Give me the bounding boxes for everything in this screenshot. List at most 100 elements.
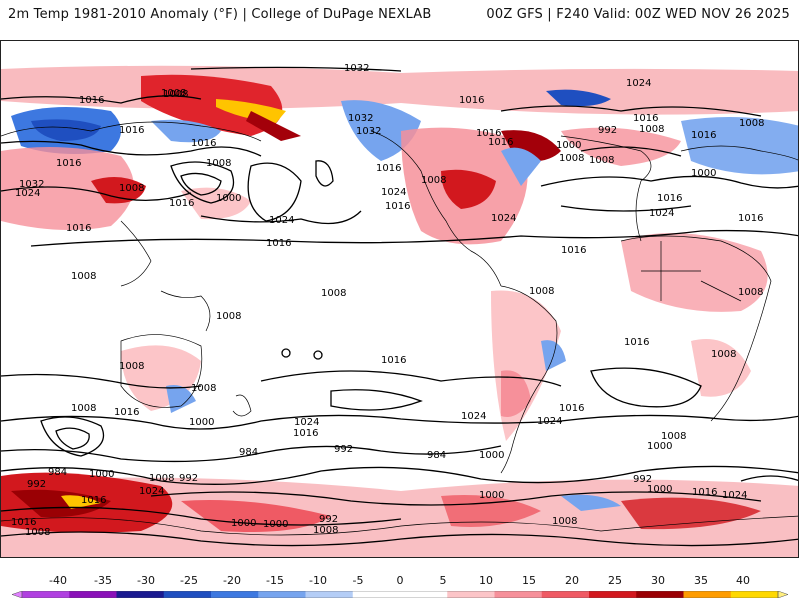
isobar-label: 1008: [206, 158, 231, 169]
isobar-label: 1032: [19, 179, 44, 190]
isobar-label: 1008: [71, 403, 96, 414]
colorbar-segment: [494, 591, 543, 598]
isobar-label: 1016: [657, 193, 682, 204]
isobar-label: 1024: [537, 416, 562, 427]
colorbar-tick: -30: [137, 574, 155, 587]
isobar-label: 1024: [626, 78, 651, 89]
isobar-label: 1000: [479, 490, 504, 501]
colorbar-segment: [683, 591, 732, 598]
isobar-label: 1000: [691, 168, 716, 179]
isobar-label: 1008: [421, 175, 446, 186]
isobar-label: 1008: [739, 118, 764, 129]
isobar-label: 984: [427, 450, 446, 461]
isobar-label: 1008: [149, 473, 174, 484]
colorbar-segment: [352, 591, 401, 598]
isobar-label: 1024: [491, 213, 516, 224]
isobar-label: 1008: [559, 153, 584, 164]
isobar-label: 1016: [381, 355, 406, 366]
colorbar-segment: [163, 591, 212, 598]
isobar-label: 1000: [479, 450, 504, 461]
isobar-label: 1016: [476, 128, 501, 139]
isobar-label: 1016: [191, 138, 216, 149]
isobar-label: 992: [598, 125, 617, 136]
isobar-label: 1000: [647, 441, 672, 452]
isobar-label: 1016: [559, 403, 584, 414]
isobar-label: 1024: [15, 188, 40, 199]
colorbar-tick: 20: [565, 574, 579, 587]
isobar-label: 1016: [293, 428, 318, 439]
isobar-label: 1000: [231, 518, 256, 529]
colorbar-tick: -15: [266, 574, 284, 587]
colorbar-tick: 5: [439, 574, 447, 587]
isobar-label: 1008: [119, 361, 144, 372]
isobar-label: 992: [27, 479, 46, 490]
isobar-label: 1008: [589, 155, 614, 166]
isobar-label: 1008: [711, 349, 736, 360]
colorbar-tick: 0: [396, 574, 404, 587]
colorbar-segment: [69, 591, 117, 598]
isobar-label: 1032: [356, 126, 381, 137]
isobar-label: 1008: [661, 431, 686, 442]
colorbar-tick: 30: [651, 574, 665, 587]
colorbar-segment: [22, 591, 70, 598]
isobar-label: 1016: [459, 95, 484, 106]
model-run-label: 00Z GFS | F240 Valid: 00Z WED NOV 26 202…: [486, 7, 790, 22]
colorbar-segment: [730, 591, 779, 598]
isobar-label: 1016: [561, 245, 586, 256]
colorbar-outline: [21, 591, 779, 598]
isobar-label: 1016: [79, 95, 104, 106]
isobar-label: 1000: [263, 519, 288, 530]
isobar-label: 1032: [344, 63, 369, 74]
isobar-label: 1016: [738, 213, 763, 224]
isobar-label: 1024: [722, 490, 747, 501]
isobar-label: 1016: [692, 487, 717, 498]
isobar-label: 1024: [381, 187, 406, 198]
isobar-label: 1016: [11, 517, 36, 528]
isobar-label: 1016: [114, 407, 139, 418]
colorbar-labels: -40 -35 -30 -25 -20 -15 -10 -5 0 5 10 15…: [0, 574, 800, 588]
isobar-label: 1024: [139, 486, 164, 497]
colorbar-tick: -5: [352, 574, 364, 587]
colorbar-segment: [258, 591, 306, 598]
isobar-label: 1008: [738, 287, 763, 298]
isobar-label: 1008: [191, 383, 216, 394]
isobar-label: 984: [48, 467, 67, 478]
isobar-label: 1032: [348, 113, 373, 124]
isobar-label: 1024: [649, 208, 674, 219]
colorbar-segment: [447, 591, 495, 598]
isobar-label: 1024: [461, 411, 486, 422]
colorbar-segment: [400, 591, 448, 598]
isobar-label: 1016: [266, 238, 291, 249]
colorbar-tick: -25: [180, 574, 198, 587]
colorbar-tick: -35: [94, 574, 112, 587]
isobar-label: 1000: [216, 193, 241, 204]
isobar-label: 1008: [321, 288, 346, 299]
isobar-label: 984: [239, 447, 258, 458]
isobar-label: 1008: [216, 311, 241, 322]
colorbar-segment: [116, 591, 165, 598]
isobar-label: 1008: [639, 124, 664, 135]
map-title: 2m Temp 1981-2010 Anomaly (°F) | College…: [8, 7, 432, 22]
coastlines: [1, 121, 798, 536]
isobar-label: 1000: [89, 469, 114, 480]
isobar-label: 1016: [81, 495, 106, 506]
anomaly-map: 1016 1008 1032 1024 1016 1016 1016 1008 …: [1, 63, 798, 557]
isobar-label: 1016: [488, 137, 513, 148]
isobars: [1, 66, 798, 547]
isobar-label: 1016: [169, 198, 194, 209]
isobar-label: 1008: [119, 183, 144, 194]
isobar-label: 1016: [56, 158, 81, 169]
colorbar-segment: [541, 591, 590, 598]
colorbar: [12, 591, 788, 598]
isobar-label: 1016: [376, 163, 401, 174]
isobar-label: 1016: [624, 337, 649, 348]
isobar-label: 992: [334, 444, 353, 455]
isobar-labels: 1016 1008 1032 1024 1016 1016 1016 1008 …: [11, 63, 764, 538]
colorbar-under-arrow: [12, 591, 23, 598]
isobar-label: 1000: [556, 140, 581, 151]
colorbar-tick: 10: [479, 574, 493, 587]
colorbar-segment: [305, 591, 354, 598]
isobar-label: 1008: [25, 527, 50, 538]
isobar-label: 1024: [294, 417, 319, 428]
isobar-label: 1000: [189, 417, 214, 428]
